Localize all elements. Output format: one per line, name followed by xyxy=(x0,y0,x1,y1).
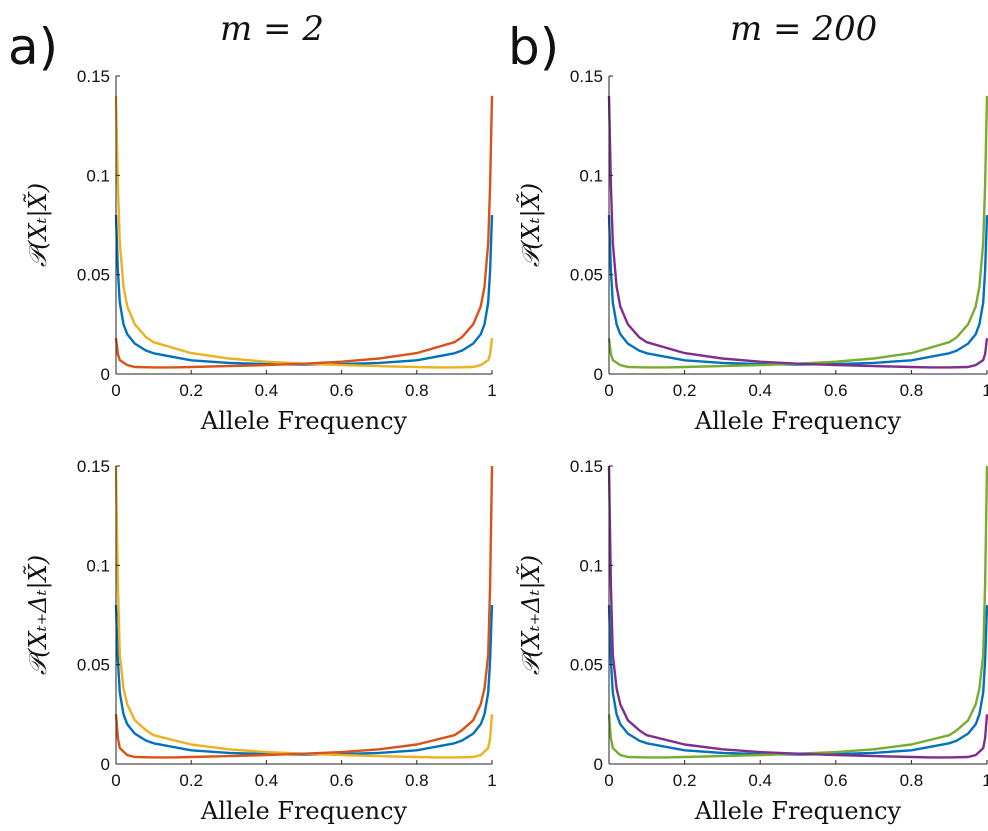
series-line-1 xyxy=(607,215,988,366)
y-axis-label: 𝒫(Xₜ|X̃) xyxy=(517,183,546,267)
x-tick-label: 0.8 xyxy=(405,381,429,400)
y-tick-label: 0.15 xyxy=(570,457,603,476)
y-tick-label: 0.1 xyxy=(86,556,110,575)
y-tick-label: 0.1 xyxy=(86,166,110,185)
chart-4: 0 0.2 0.4 0.6 0.8 1 0 0.05 0.1 0.15 Allele Frequen… xyxy=(517,457,988,825)
series-line-3 xyxy=(607,465,988,759)
x-tick-label: 0 xyxy=(604,771,613,790)
y-tick-label: 0.1 xyxy=(579,556,603,575)
y-tick-label: 0 xyxy=(594,365,603,384)
y-tick-label: 0.15 xyxy=(77,67,110,86)
y-tick-label: 0 xyxy=(101,755,110,774)
panel-a-title: m = 2 xyxy=(220,9,324,49)
panel-a-label: a) xyxy=(8,18,59,76)
series-line-3 xyxy=(607,95,988,369)
x-tick-label: 0.2 xyxy=(673,771,697,790)
x-tick-label: 1 xyxy=(982,381,988,400)
y-axis-label: 𝒫(Xₜ₊Δₜ|X̃) xyxy=(517,555,546,675)
y-tick-label: 0.05 xyxy=(77,656,110,675)
x-tick-label: 0.6 xyxy=(824,381,848,400)
y-tick-label: 0.05 xyxy=(77,266,110,285)
y-tick-label: 0.05 xyxy=(570,266,603,285)
x-axis-label: Allele Frequency xyxy=(200,797,408,825)
series-line-1 xyxy=(114,605,494,756)
series-line-2 xyxy=(114,465,494,759)
x-tick-label: 0.6 xyxy=(330,381,354,400)
panel-b-title: m = 200 xyxy=(730,9,878,49)
series-line-3 xyxy=(114,95,494,369)
chart-3: 0 0.2 0.4 0.6 0.8 1 0 0.05 0.1 0.15 Allele Frequen… xyxy=(24,457,497,825)
y-tick-label: 0.05 xyxy=(570,656,603,675)
y-tick-label: 0 xyxy=(594,755,603,774)
y-axis-label: 𝒫(Xₜ|X̃) xyxy=(24,183,53,267)
series-line-2 xyxy=(607,465,988,759)
panel-b-label: b) xyxy=(508,18,560,76)
x-tick-label: 0.6 xyxy=(824,771,848,790)
y-tick-label: 0.1 xyxy=(579,166,603,185)
chart-2: 0 0.2 0.4 0.6 0.8 1 0 0.05 0.1 0.15 Allele Frequen… xyxy=(517,67,988,435)
x-tick-label: 0.2 xyxy=(179,381,203,400)
series-line-2 xyxy=(114,95,494,369)
x-axis-label: Allele Frequency xyxy=(200,407,408,435)
x-tick-label: 0.4 xyxy=(748,381,772,400)
y-tick-label: 0.15 xyxy=(570,67,603,86)
y-tick-label: 0 xyxy=(101,365,110,384)
x-tick-label: 0.4 xyxy=(255,381,279,400)
x-tick-label: 0 xyxy=(111,381,120,400)
x-tick-label: 0.8 xyxy=(900,771,924,790)
x-tick-label: 0.6 xyxy=(330,771,354,790)
chart-1: 0 0.2 0.4 0.6 0.8 1 0 0.05 0.1 0.15 Allele Frequen… xyxy=(24,67,497,435)
series-line-2 xyxy=(607,95,988,369)
x-tick-label: 0.4 xyxy=(255,771,279,790)
x-tick-label: 1 xyxy=(487,381,496,400)
x-tick-label: 0.8 xyxy=(900,381,924,400)
x-tick-label: 1 xyxy=(487,771,496,790)
x-tick-label: 0 xyxy=(111,771,120,790)
y-axis-label: 𝒫(Xₜ₊Δₜ|X̃) xyxy=(24,555,53,675)
x-axis-label: Allele Frequency xyxy=(694,407,902,435)
series-line-1 xyxy=(607,605,988,756)
x-tick-label: 0 xyxy=(604,381,613,400)
x-tick-label: 1 xyxy=(982,771,988,790)
x-tick-label: 0.2 xyxy=(179,771,203,790)
series-line-1 xyxy=(114,215,494,366)
x-axis-label: Allele Frequency xyxy=(694,797,902,825)
x-tick-label: 0.4 xyxy=(748,771,772,790)
y-tick-label: 0.15 xyxy=(77,457,110,476)
x-tick-label: 0.2 xyxy=(673,381,697,400)
series-line-3 xyxy=(114,465,494,759)
x-tick-label: 0.8 xyxy=(405,771,429,790)
